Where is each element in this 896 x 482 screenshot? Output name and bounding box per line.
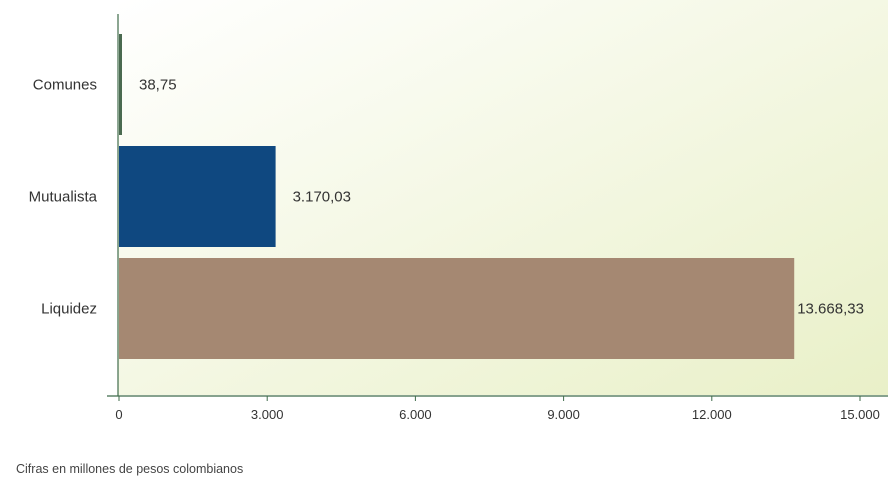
bar-mutualista <box>119 146 276 247</box>
value-label-liquidez: 13.668,33 <box>797 301 864 318</box>
bar-liquidez <box>119 258 795 359</box>
category-label-mutualista: Mutualista <box>29 189 98 206</box>
bar-chart: Comunes 38,75 Mutualista 3.170,03 Liquidez 13… <box>29 0 888 422</box>
bar-comunes <box>119 34 122 135</box>
footnote: Cifras en millones de pesos colombianos <box>16 462 244 476</box>
x-tick-label: 3.000 <box>251 407 284 422</box>
value-label-mutualista: 3.170,03 <box>293 189 351 206</box>
x-tick-label: 12.000 <box>692 407 732 422</box>
x-tick-label: 6.000 <box>399 407 432 422</box>
x-tick-label: 0 <box>115 407 122 422</box>
x-tick-label: 9.000 <box>547 407 580 422</box>
x-tick-label: 15.000 <box>840 407 880 422</box>
category-label-liquidez: Liquidez <box>41 301 97 318</box>
value-label-comunes: 38,75 <box>139 77 177 94</box>
category-label-comunes: Comunes <box>33 77 97 94</box>
